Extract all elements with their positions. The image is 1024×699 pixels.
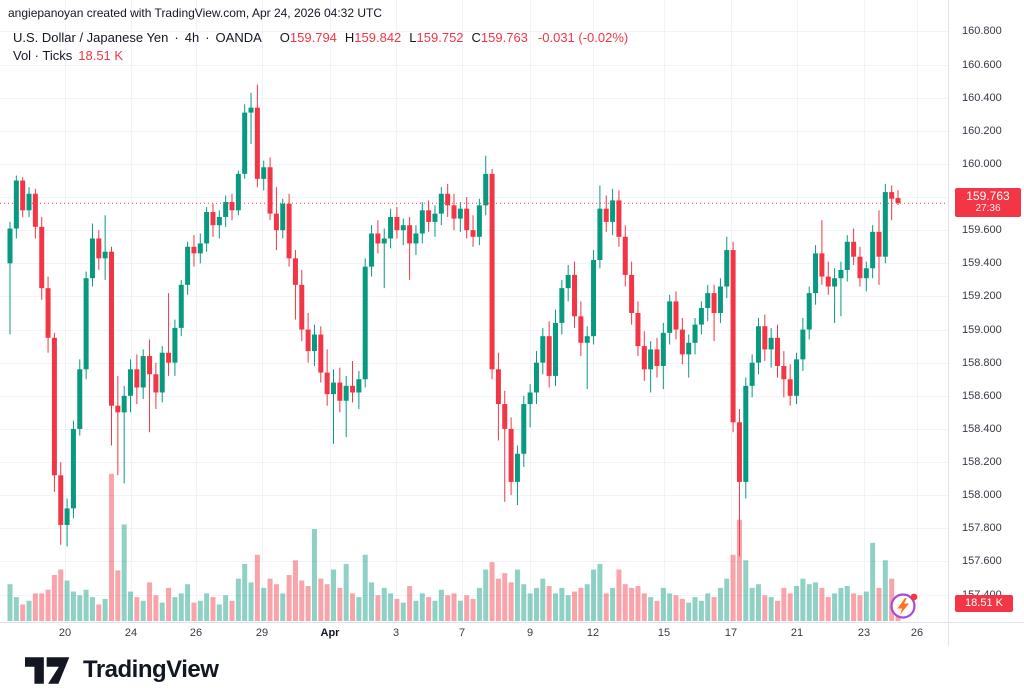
time-axis-label: 26 (910, 627, 924, 639)
tradingview-logo-icon (25, 656, 70, 684)
volume-label: Vol · Ticks (13, 47, 73, 63)
open-label: O (279, 29, 290, 45)
volume-value: 18.51 K (78, 47, 124, 63)
lightning-flash-icon (890, 593, 918, 619)
chart-canvas[interactable] (0, 0, 948, 622)
last-price-badge: 159.763 27:36 (955, 188, 1021, 218)
footer: TradingView (0, 646, 1024, 699)
price-axis-label: 160.600 (962, 58, 1002, 71)
close-label: C (471, 29, 481, 45)
time-axis-label: 12 (586, 627, 600, 639)
time-scale[interactable]: 20 24 26 29 Apr 3 7 9 12 15 17 21 23 26 (0, 623, 948, 646)
time-axis-label: 3 (392, 627, 400, 639)
price-axis-label: 157.600 (962, 555, 1002, 568)
price-axis-label: 158.000 (962, 489, 1002, 502)
interval-label: 4h (184, 29, 200, 45)
open-value: 159.794 (289, 29, 337, 45)
time-axis-label: Apr (320, 627, 340, 639)
price-axis-label: 160.800 (962, 25, 1002, 38)
price-axis-label: 159.600 (962, 224, 1002, 237)
change-value: -0.031 (-0.02%) (537, 29, 629, 45)
high-label: H (344, 29, 355, 45)
candlestick-plot (0, 0, 948, 622)
legend-row-symbol: U.S. Dollar / Japanese Yen · 4h · OANDA … (13, 28, 628, 46)
price-axis-label: 159.400 (962, 257, 1002, 270)
legend-row-volume: Vol · Ticks 18.51 K (13, 46, 628, 64)
time-scale-border (0, 622, 1024, 623)
price-scale[interactable]: 159.763 27:36 18.51 K 160.800 160.600 160.… (949, 0, 1024, 622)
low-label: L (409, 29, 417, 45)
price-axis-label: 159.200 (962, 290, 1002, 303)
time-axis-label: 7 (458, 627, 466, 639)
high-value: 159.842 (354, 29, 402, 45)
ohlc-close: C159.763 (472, 30, 528, 45)
ohlc-high: H159.842 (345, 30, 401, 45)
price-axis-label: 158.400 (962, 422, 1002, 435)
candle-series (7, 84, 901, 557)
price-axis-label: 158.200 (962, 456, 1002, 469)
time-axis-label: 20 (58, 627, 72, 639)
close-value: 159.763 (480, 29, 528, 45)
time-axis-label: 24 (124, 627, 138, 639)
price-axis-label: 158.800 (962, 356, 1002, 369)
time-axis-label: 9 (526, 627, 534, 639)
time-axis-label: 26 (189, 627, 203, 639)
price-axis-label: 160.200 (962, 124, 1002, 137)
price-axis-label: 160.000 (962, 157, 1002, 170)
grid-layer (0, 0, 948, 622)
separator-dot: · (174, 29, 179, 45)
last-volume-badge: 18.51 K (955, 594, 1013, 612)
price-scale-border (948, 0, 949, 646)
time-axis-label: 23 (857, 627, 871, 639)
separator-dot: · (205, 29, 210, 45)
price-axis-label: 158.600 (962, 389, 1002, 402)
attribution: angiepanoyan created with TradingView.co… (8, 6, 383, 20)
symbol-title: U.S. Dollar / Japanese Yen (13, 29, 169, 45)
tradingview-logo-text: TradingView (83, 656, 219, 683)
time-axis-label: 17 (724, 627, 738, 639)
exchange-label: OANDA (215, 29, 262, 45)
last-price-value: 159.763 (966, 189, 1010, 204)
time-axis-label: 21 (790, 627, 804, 639)
price-axis-label: 157.800 (962, 522, 1002, 535)
ohlc-low: L159.752 (409, 30, 463, 45)
tradingview-logo-link[interactable]: TradingView (25, 656, 219, 684)
boost-button[interactable] (886, 588, 922, 622)
price-axis-label: 160.400 (962, 91, 1002, 104)
low-value: 159.752 (416, 29, 464, 45)
price-axis-label: 159.000 (962, 323, 1002, 336)
volume-series (7, 473, 901, 621)
time-axis-label: 15 (657, 627, 671, 639)
time-axis-label: 29 (255, 627, 269, 639)
bar-countdown: 27:36 (975, 203, 1001, 215)
ohlc-open: O159.794 (280, 30, 337, 45)
legend[interactable]: U.S. Dollar / Japanese Yen · 4h · OANDA … (13, 28, 628, 64)
